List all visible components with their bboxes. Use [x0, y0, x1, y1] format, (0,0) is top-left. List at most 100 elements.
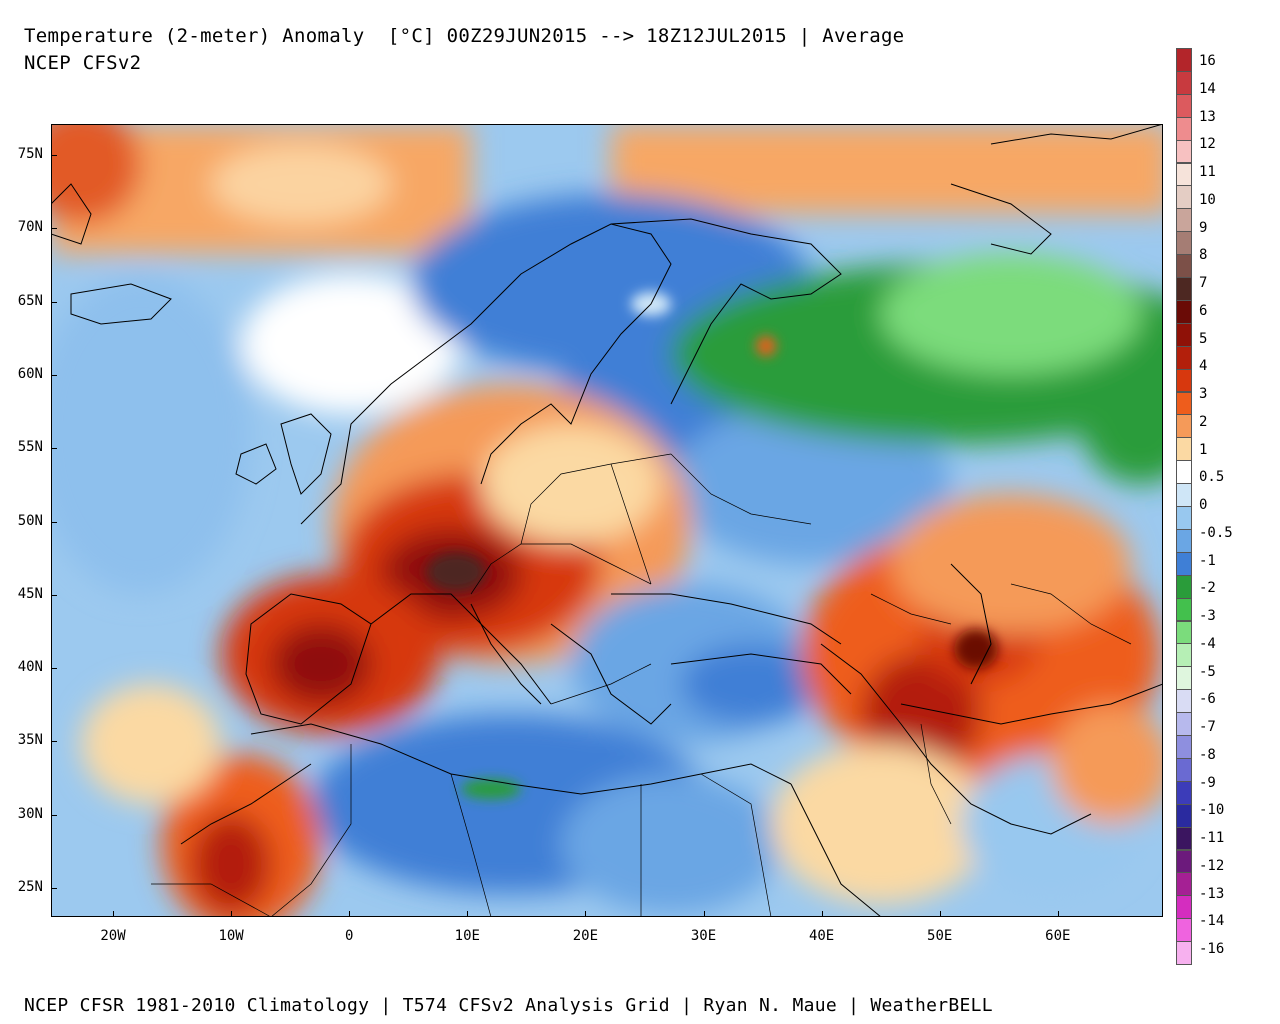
- color-scale-swatch: [1176, 414, 1192, 439]
- color-scale-swatch: [1176, 666, 1192, 691]
- color-scale-swatch: [1176, 391, 1192, 416]
- color-scale-label: 11: [1199, 164, 1216, 180]
- lat-tick: [51, 228, 57, 230]
- lon-label: 0: [344, 928, 354, 944]
- lat-tick: [51, 594, 57, 596]
- color-scale-swatch: [1176, 345, 1192, 370]
- lat-label: 30N: [17, 805, 43, 822]
- color-scale-swatch: [1176, 162, 1192, 187]
- lat-label: 60N: [17, 365, 43, 382]
- color-scale-label: 10: [1199, 191, 1216, 208]
- color-scale-label: -8: [1199, 746, 1216, 763]
- color-scale-swatch: [1176, 277, 1192, 301]
- color-scale-swatch: [1176, 780, 1192, 805]
- lat-tick: [51, 668, 57, 670]
- lon-label: 60E: [1045, 928, 1071, 944]
- color-scale-swatch: [1176, 48, 1192, 72]
- lon-label: 20W: [100, 928, 126, 944]
- color-scale-swatch: [1176, 597, 1192, 622]
- color-scale-swatch: [1176, 254, 1192, 278]
- color-scale-swatch: [1176, 620, 1192, 645]
- lat-label: 50N: [17, 512, 43, 529]
- color-scale-label: 1: [1199, 441, 1208, 458]
- lon-label: 10W: [218, 928, 244, 944]
- lon-tick: [703, 911, 705, 917]
- lon-label: 50E: [927, 928, 953, 944]
- lat-label: 25N: [17, 879, 43, 895]
- color-scale-label: 8: [1199, 247, 1208, 264]
- color-scale-swatch: [1176, 93, 1192, 118]
- lon-tick: [231, 911, 233, 917]
- lat-tick: [51, 521, 57, 523]
- lon-label: 20E: [572, 928, 599, 944]
- color-scale-label: 3: [1199, 386, 1208, 402]
- lon-tick: [939, 911, 941, 917]
- color-scale-swatch: [1176, 757, 1192, 782]
- color-scale-label: 0.5: [1199, 469, 1225, 486]
- chart-title: Temperature (2-meter) Anomaly [°C] 00Z29…: [24, 25, 905, 47]
- color-scale-label: 7: [1199, 275, 1208, 291]
- color-scale-swatch: [1176, 368, 1192, 393]
- lon-tick: [821, 911, 823, 917]
- color-scale-label: -9: [1199, 774, 1216, 791]
- color-scale-label: 5: [1199, 330, 1208, 347]
- footer-credits: NCEP CFSR 1981-2010 Climatology | T574 C…: [24, 995, 993, 1016]
- color-scale-swatch: [1176, 941, 1192, 965]
- color-scale-label: 14: [1199, 80, 1216, 97]
- color-scale-swatch: [1176, 322, 1192, 347]
- color-scale-label: -5: [1199, 663, 1216, 680]
- color-scale-swatch: [1176, 551, 1192, 576]
- color-scale-label: 4: [1199, 358, 1208, 375]
- color-scale-label: 13: [1199, 108, 1216, 125]
- color-scale-label: 12: [1199, 136, 1216, 153]
- color-scale-label: -11: [1199, 830, 1225, 846]
- anomaly-map: [51, 124, 1163, 917]
- lat-label: 75N: [17, 146, 43, 162]
- color-scale-swatch: [1176, 826, 1192, 851]
- lat-tick: [51, 155, 57, 156]
- color-scale-swatch: [1176, 528, 1192, 553]
- color-scale-swatch: [1176, 299, 1192, 324]
- color-scale-swatch: [1176, 483, 1192, 507]
- lat-tick: [51, 888, 57, 889]
- color-scale-label: -3: [1199, 608, 1216, 624]
- lon-tick: [585, 911, 587, 917]
- lon-tick: [467, 911, 469, 917]
- color-scale-label: -12: [1199, 857, 1225, 874]
- color-scale-swatch: [1176, 643, 1192, 668]
- color-scale-label: -0.5: [1199, 524, 1233, 541]
- color-scale-swatch: [1176, 803, 1192, 828]
- lon-tick: [113, 911, 114, 917]
- lat-tick: [51, 301, 57, 303]
- lat-tick: [51, 374, 57, 376]
- lat-label: 40N: [17, 659, 43, 676]
- color-scale-swatch: [1176, 895, 1192, 920]
- color-scale-label: -13: [1199, 885, 1225, 902]
- color-scale-swatch: [1176, 849, 1192, 874]
- color-scale-label: -7: [1199, 719, 1216, 735]
- color-scale-swatch: [1176, 70, 1192, 95]
- color-scale-label: -2: [1199, 580, 1216, 597]
- color-scale-swatch: [1176, 735, 1192, 759]
- color-scale-label: 2: [1199, 413, 1208, 430]
- color-scale-label: -4: [1199, 635, 1216, 652]
- lat-label: 35N: [17, 732, 43, 749]
- color-scale-swatch: [1176, 872, 1192, 897]
- color-scale-swatch: [1176, 506, 1192, 530]
- color-scale-swatch: [1176, 185, 1192, 210]
- lon-label: 40E: [808, 928, 835, 944]
- color-scale-swatch: [1176, 460, 1192, 485]
- color-scale-swatch: [1176, 689, 1192, 714]
- color-scale-label: -10: [1199, 802, 1225, 819]
- color-scale-label: 9: [1199, 219, 1208, 236]
- lon-label: 30E: [690, 928, 717, 944]
- lon-tick: [1057, 911, 1059, 917]
- color-scale-swatch: [1176, 574, 1192, 599]
- color-scale-label: 16: [1199, 53, 1216, 69]
- color-scale-swatch: [1176, 116, 1192, 141]
- color-scale-label: -16: [1199, 941, 1225, 957]
- lat-tick: [51, 448, 57, 450]
- color-scale-label: 6: [1199, 302, 1208, 319]
- lat-label: 45N: [17, 585, 43, 602]
- lon-label: 10E: [454, 928, 480, 944]
